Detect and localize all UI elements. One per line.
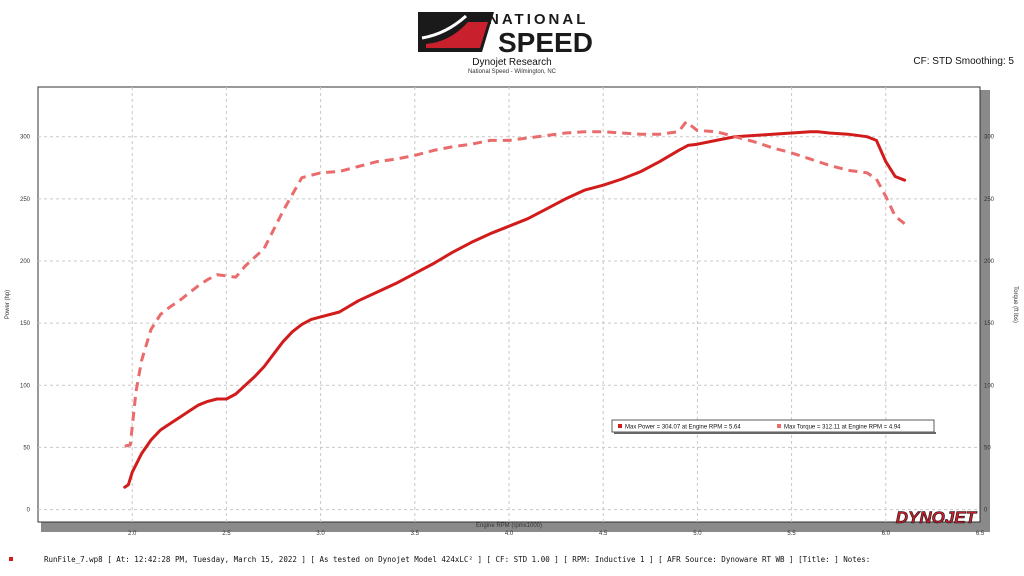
x-tick-label: 5.0 [693, 531, 702, 537]
y-tick-label-left: 250 [20, 197, 31, 203]
y-tick-label-left: 300 [20, 135, 31, 141]
logo-text-bottom: SPEED [498, 27, 593, 56]
y-tick-label-right: 0 [984, 508, 988, 514]
y-tick-label-left: 0 [27, 508, 31, 514]
y-tick-label-right: 300 [984, 135, 995, 141]
y-tick-label-left: 50 [23, 445, 30, 451]
plot-shadow-bottom [41, 522, 990, 532]
legend-swatch-power [618, 424, 622, 428]
y-tick-label-left: 150 [20, 321, 31, 327]
x-tick-label: 5.5 [787, 531, 796, 537]
legend-swatch-torque [777, 424, 781, 428]
x-tick-label: 2.5 [222, 531, 231, 537]
correction-factor-info: CF: STD Smoothing: 5 [913, 56, 1014, 67]
legend-entry-torque: Max Torque = 312.11 at Engine RPM = 4.94 [784, 425, 901, 431]
legend-entry-power: Max Power = 304.07 at Engine RPM = 5.64 [625, 425, 741, 431]
y-tick-label-left: 200 [20, 259, 31, 265]
x-tick-label: 4.0 [505, 531, 514, 537]
y-axis-label-left: Power (hp) [5, 290, 11, 319]
power-curve [123, 130, 907, 489]
y-axis-label-right: Torque (ft lbs) [1012, 286, 1018, 323]
legend: Max Power = 304.07 at Engine RPM = 5.64 M… [611, 419, 936, 434]
x-tick-label: 4.5 [599, 531, 608, 537]
x-tick-label: 3.0 [316, 531, 325, 537]
x-tick-label: 2.0 [128, 531, 137, 537]
x-tick-label: 3.5 [411, 531, 420, 537]
y-tick-label-right: 50 [984, 445, 991, 451]
legend-shadow [614, 432, 936, 434]
company-name: Dynojet Research [472, 57, 552, 68]
torque-curve [124, 120, 906, 448]
x-tick-label: 6.5 [976, 531, 985, 537]
plot-shadow-right [980, 90, 990, 532]
y-tick-label-right: 200 [984, 259, 995, 265]
run-info-footer: RunFile_7.wp8 [ At: 12:42:28 PM, Tuesday… [44, 555, 871, 564]
y-tick-label-right: 100 [984, 383, 995, 389]
logo-text-top: NATIONAL [488, 11, 588, 28]
shop-location: National Speed - Wilmington, NC [467, 69, 557, 75]
y-tick-label-right: 150 [984, 321, 995, 327]
dynojet-brand-mark: DYNOJET [896, 508, 978, 527]
y-tick-label-right: 250 [984, 197, 995, 203]
x-axis-label: Engine RPM (rpmx1000) [476, 523, 542, 529]
national-speed-logo: NATIONAL SPEED [418, 11, 593, 56]
x-tick-label: 6.0 [882, 531, 891, 537]
footer-series-marker [9, 557, 13, 561]
y-tick-label-left: 100 [20, 383, 31, 389]
